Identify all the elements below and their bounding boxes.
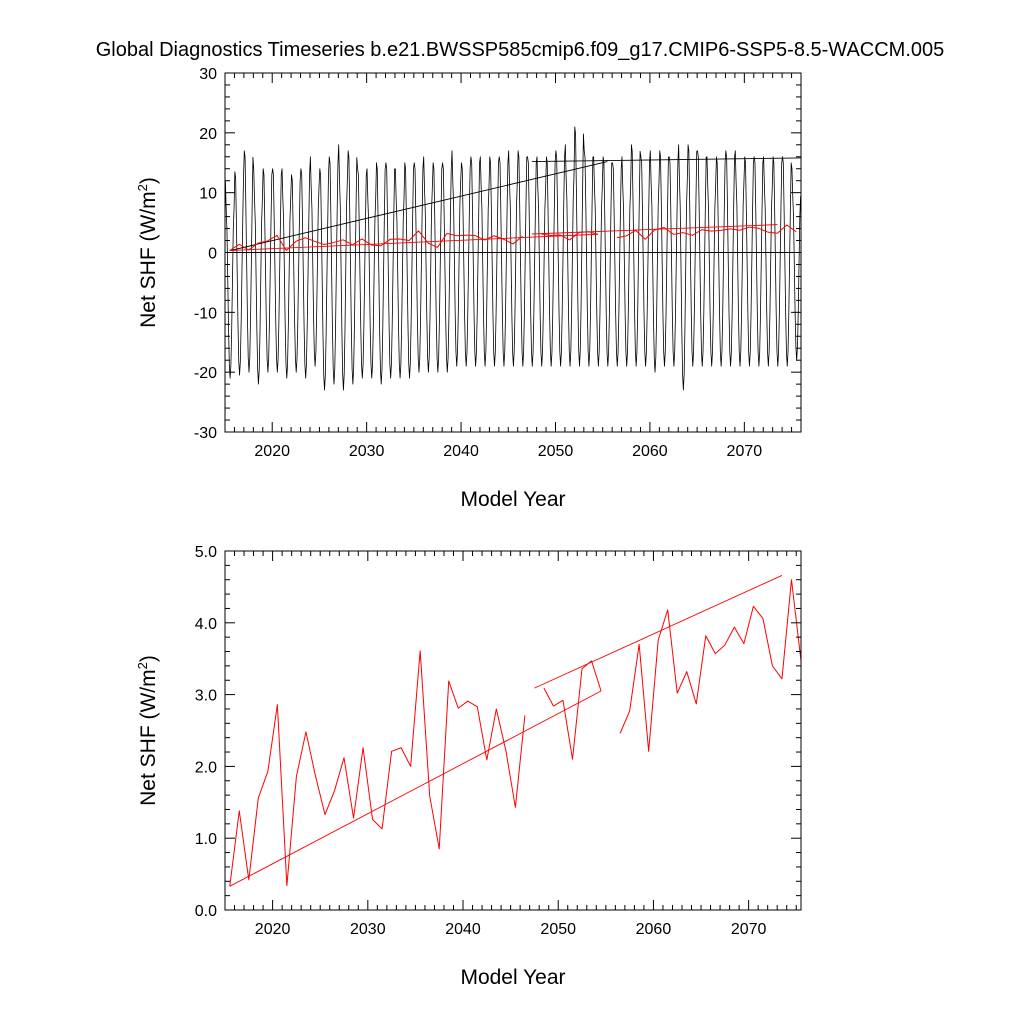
x-tick-label: 2020 <box>254 443 290 460</box>
y-axis-title-superscript: 2 <box>135 184 150 191</box>
x-tick-label: 2060 <box>636 921 672 938</box>
annual-trend-line-1 <box>229 233 599 251</box>
annual-mean-line-part-2 <box>543 660 602 760</box>
y-tick-label: 0.0 <box>195 903 217 920</box>
x-tick-label: 2070 <box>727 443 763 460</box>
y-axis-title-close: ) <box>137 177 160 184</box>
annual-trend-line-1 <box>229 690 602 887</box>
annual-mean-line-part-1 <box>229 650 526 887</box>
y-tick-label: 0 <box>208 246 217 263</box>
y-tick-label: 2.0 <box>195 759 217 776</box>
y-tick-label: -10 <box>194 305 217 322</box>
y-axis-title-main: Net SHF (W/m <box>137 669 160 806</box>
x-tick-label: 2030 <box>350 921 386 938</box>
x-tick-label: 2040 <box>445 921 481 938</box>
x-tick-label: 2070 <box>731 921 767 938</box>
bottom-panel: 2020 2030 2040 2050 2060 2070 0.0 1.0 2.0 3.0 4.0 5… <box>135 544 802 989</box>
y-axis-title-main: Net SHF (W/m <box>137 191 160 328</box>
y-tick-label: 10 <box>199 186 217 203</box>
annual-trend-line-2 <box>534 575 783 689</box>
x-axis: 2020 2030 2040 2050 2060 2070 <box>224 73 802 460</box>
y-tick-label: -30 <box>194 425 217 442</box>
annual-mean-line-part-3 <box>619 579 801 752</box>
x-tick-label: 2060 <box>632 443 668 460</box>
y-tick-label: 1.0 <box>195 831 217 848</box>
plot-frame <box>224 550 802 911</box>
monthly-trend-line-1 <box>229 161 608 252</box>
monthly-trend-line-2 <box>531 157 801 163</box>
monthly-series-line <box>225 126 801 391</box>
x-axis: 2020 2030 2040 2050 2060 2070 <box>224 551 797 938</box>
annual-mean-line-part-3 <box>616 224 797 240</box>
x-tick-label: 2030 <box>349 443 385 460</box>
annual-mean-line-part-2 <box>541 231 599 241</box>
figure-title: Global Diagnostics Timeseries b.e21.BWSS… <box>96 39 945 61</box>
y-axis-title-close: ) <box>137 655 160 662</box>
x-axis-title: Model Year <box>460 966 565 989</box>
x-tick-label: 2040 <box>443 443 479 460</box>
y-tick-label: 3.0 <box>195 688 217 705</box>
y-tick-label: 4.0 <box>195 616 217 633</box>
x-tick-label: 2050 <box>540 921 576 938</box>
plot-area <box>229 575 801 887</box>
plot-area <box>225 126 801 391</box>
y-tick-label: 30 <box>199 66 217 83</box>
y-axis: 0.0 1.0 2.0 3.0 4.0 5.0 <box>195 544 801 920</box>
y-axis-title: Net SHF (W/m2) <box>135 177 160 328</box>
x-tick-label: 2020 <box>255 921 291 938</box>
y-axis-title-superscript: 2 <box>135 662 150 669</box>
y-axis: -30 -20 -10 0 10 20 30 <box>194 66 801 442</box>
x-axis-title: Model Year <box>460 488 565 511</box>
top-panel: 2020 2030 2040 2050 2060 2070-30-20-100102030… <box>135 66 802 511</box>
y-tick-label: -20 <box>194 365 217 382</box>
y-tick-label: 20 <box>199 126 217 143</box>
x-tick-label: 2050 <box>538 443 574 460</box>
annual-mean-line-part-1 <box>229 230 523 251</box>
y-tick-label: 5.0 <box>195 544 217 561</box>
annual-trend-line-2 <box>531 224 778 235</box>
y-axis-title: Net SHF (W/m2) <box>135 655 160 806</box>
